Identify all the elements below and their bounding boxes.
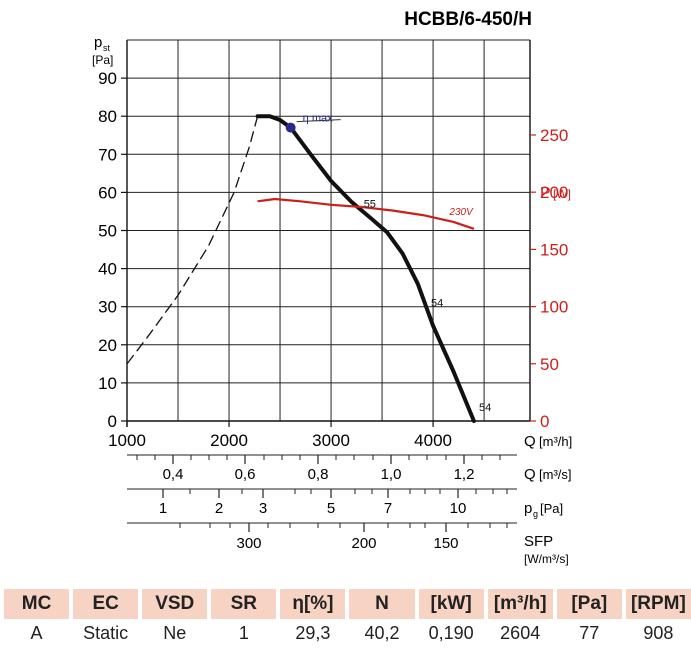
chart-ticks: 0 10 20 30 40 50 60 70 80 90 0 50 100 150 200 250 1000 20… [98, 69, 568, 450]
scale-pg-unit: [Pa] [540, 501, 563, 516]
y-left-tick-label: 50 [98, 222, 117, 241]
scale-sfp-tick-label: 300 [236, 535, 261, 552]
y-left-tick-label: 20 [98, 336, 117, 355]
scale-sfp-tick-label: 150 [433, 535, 458, 552]
scale-pg: 1 2 3 5 7 10 p g [Pa] [127, 488, 563, 519]
table-value-cell: 29,3 [295, 622, 331, 643]
table-header-cell: EC [73, 589, 139, 619]
y-left-tick-label: 30 [98, 298, 117, 317]
scale-pg-sub: g [533, 509, 538, 519]
scale-pg-tick-label: 5 [327, 500, 335, 517]
model-title: HCBB/6-450/H [404, 9, 532, 30]
table-header-cell: [RPM] [625, 589, 691, 619]
scale-q-tick-label: 0,6 [235, 466, 256, 483]
x-tick-label: 2000 [210, 431, 248, 450]
scale-pg-label: p [524, 500, 532, 517]
table-header-cell: [m³/h] [487, 589, 553, 619]
table-value-cell: Static [83, 622, 129, 643]
table-value-cell: 2604 [500, 622, 541, 643]
scale-pg-tick-label: 3 [259, 500, 267, 517]
table-value-cell: 1 [238, 622, 249, 643]
y-left-tick-label: 90 [98, 69, 117, 88]
scale-sfp-unit: [W/m³/s] [524, 552, 569, 566]
y-left-tick-label: 0 [108, 412, 117, 431]
scale-pg-tick-label: 7 [384, 500, 392, 517]
scale-pg-tick-label: 1 [159, 500, 167, 517]
y-left-tick-label: 70 [98, 145, 117, 164]
table-value-cell: 908 [643, 622, 674, 643]
table-value-cell: Ne [163, 622, 187, 643]
y-left-tick-label: 10 [98, 374, 117, 393]
x-tick-label: 4000 [414, 431, 452, 450]
y-right-tick-label: 100 [540, 298, 568, 317]
y-left-label: p [94, 34, 102, 51]
chart-axes [126, 40, 531, 427]
curve-label: 54 [431, 298, 443, 310]
curve-label: 230V [448, 207, 474, 218]
curve-label: 54 [479, 402, 491, 414]
y-right-tick-label: 50 [540, 355, 559, 374]
spec-table-values: A Static Ne 1 29,3 40,2 0,190 2604 77 908 [0, 619, 691, 647]
scale-q-m3s: 0,4 0,6 0,8 1,0 1,2 Q [m³/s] [127, 454, 572, 483]
scale-q-tick-label: 0,8 [308, 466, 329, 483]
table-value-cell: A [30, 622, 43, 643]
scale-q-tick-label: 1,0 [381, 466, 402, 483]
eta-max-label: η max [303, 113, 333, 125]
scale-q-tick-label: 1,2 [454, 466, 475, 483]
table-header-cell: η[%] [280, 589, 346, 619]
performance-chart: HCBB/6-450/H 010203040506070809005010015… [92, 9, 572, 566]
chart-grid [127, 39, 530, 421]
y-left-unit: [Pa] [92, 53, 113, 67]
scale-sfp: 300 200 150 SFP [W/m³/s] [127, 522, 569, 566]
scale-q-tick-label: 0,4 [163, 466, 184, 483]
y-right-tick-label: 150 [540, 240, 568, 259]
y-left-tick-label: 80 [98, 107, 117, 126]
y-right-tick-label: 250 [540, 126, 568, 145]
table-header-cell: SR [211, 589, 277, 619]
y-right-tick-label: 0 [540, 412, 549, 431]
x-tick-label: 1000 [108, 431, 146, 450]
table-value-cell: 77 [579, 622, 600, 643]
scale-q-unit: [m³/s] [539, 467, 572, 482]
pressure-curve-dashed [126, 116, 259, 365]
y-left-sub: st [103, 43, 111, 53]
x-tick-label: 3000 [312, 431, 350, 450]
y-right-tick-label: 200 [540, 183, 568, 202]
power-curve [257, 197, 475, 230]
y-left-tick-label: 40 [98, 260, 117, 279]
curve-label: 55 [364, 199, 376, 211]
scale-sfp-label: SFP [524, 533, 553, 550]
table-value-cell: 0,190 [428, 622, 474, 643]
spec-table-header: MC EC VSD SR η[%] N [kW] [m³/h] [Pa] [RPM] [0, 589, 691, 619]
scale-pg-tick-label: 10 [450, 500, 467, 517]
table-header-cell: VSD [142, 589, 208, 619]
y-right-label: P [540, 185, 551, 202]
x-label: Q [524, 433, 536, 450]
chart-curves [126, 114, 476, 423]
scale-pg-tick-label: 2 [215, 500, 223, 517]
table-header-cell: [kW] [418, 589, 484, 619]
table-header-cell: [Pa] [556, 589, 622, 619]
spec-table: MC EC VSD SR η[%] N [kW] [m³/h] [Pa] [RPM] A Stati… [0, 589, 691, 647]
scale-q-label: Q [524, 466, 536, 483]
table-value-cell: 40,2 [364, 622, 400, 643]
chart-labels: η max 55 54 54 230V [285, 113, 491, 414]
table-header-cell: MC [4, 589, 70, 619]
eta-max-leader [296, 119, 341, 123]
y-left-tick-label: 60 [98, 183, 117, 202]
table-header-cell: N [349, 589, 415, 619]
scale-sfp-tick-label: 200 [351, 535, 376, 552]
eta-max-point [285, 122, 296, 133]
pressure-curve [255, 114, 476, 423]
y-right-unit: [W] [553, 187, 571, 201]
x-unit: [m³/h] [539, 434, 572, 449]
